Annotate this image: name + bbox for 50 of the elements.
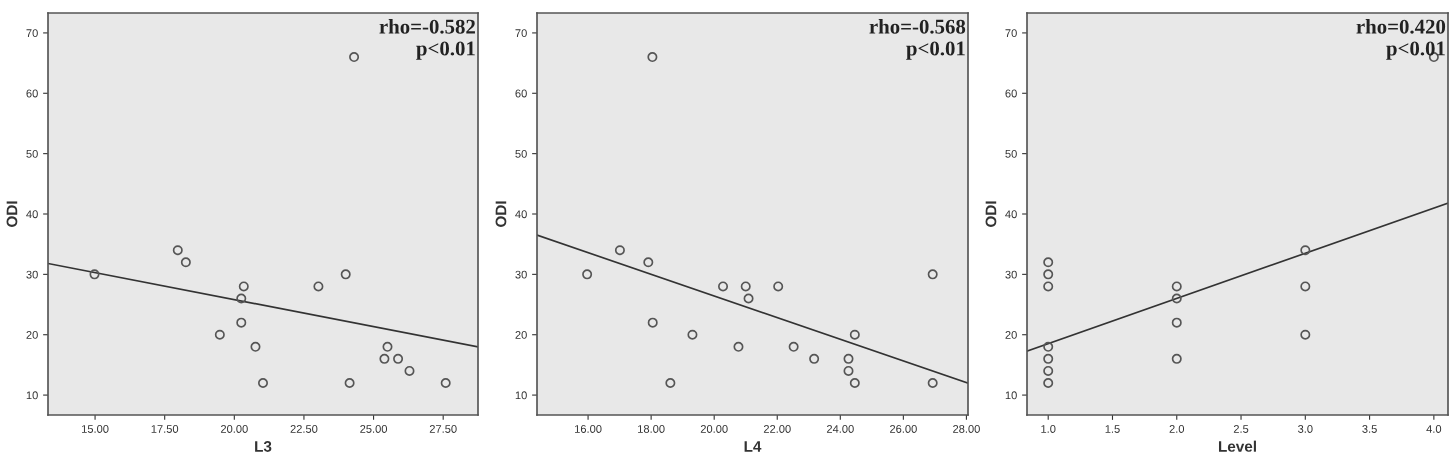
- x-tick-label: 16.00: [575, 425, 602, 433]
- y-axis-title: ODI: [6, 201, 18, 227]
- y-tick-label: 20: [515, 330, 527, 339]
- y-tick-label: 50: [26, 149, 38, 158]
- y-tick-label: 40: [515, 210, 527, 219]
- x-tick-label: 1.0: [1041, 425, 1056, 433]
- annotation: rho=0.420 p<0.01: [1356, 19, 1446, 60]
- x-axis-title: L3: [255, 441, 272, 452]
- y-tick-label: 60: [515, 89, 527, 98]
- y-tick-label: 30: [1005, 270, 1017, 279]
- x-tick-label: 26.00: [890, 425, 917, 433]
- y-tick-label: 30: [515, 270, 527, 279]
- x-tick-label: 27.50: [429, 425, 457, 433]
- annotation: rho=-0.568 p<0.01: [869, 19, 966, 60]
- y-tick-label: 60: [26, 89, 38, 98]
- x-tick-label: 1.5: [1105, 425, 1120, 433]
- annotation: rho=-0.582 p<0.01: [379, 19, 475, 60]
- x-axis-title: L4: [744, 441, 762, 452]
- x-tick-label: 25.00: [360, 425, 388, 433]
- y-tick-label: 40: [26, 210, 38, 219]
- y-tick-label: 70: [26, 29, 38, 38]
- x-tick-label: 2.0: [1169, 425, 1185, 433]
- y-tick-label: 70: [515, 29, 527, 38]
- y-tick-label: 20: [26, 330, 38, 339]
- y-tick-label: 10: [1005, 391, 1017, 400]
- y-tick-label: 50: [515, 149, 527, 158]
- x-tick-label: 15.00: [82, 425, 109, 433]
- y-tick-label: 50: [1005, 149, 1017, 158]
- x-tick-label: 2.5: [1233, 425, 1249, 433]
- x-tick-label: 3.0: [1298, 425, 1313, 433]
- x-axis-title: Level: [1218, 440, 1256, 452]
- x-tick-label: 17.50: [151, 425, 179, 433]
- y-axis-title: ODI: [985, 201, 997, 227]
- y-tick-label: 20: [1005, 330, 1017, 339]
- x-tick-label: 22.00: [763, 425, 791, 433]
- y-tick-label: 70: [1005, 29, 1017, 38]
- y-tick-label: 10: [26, 391, 38, 400]
- x-tick-label: 28.00: [953, 425, 980, 433]
- x-tick-label: 20.00: [700, 425, 728, 433]
- y-tick-label: 40: [1005, 210, 1017, 219]
- x-tick-label: 4.0: [1426, 425, 1442, 433]
- x-tick-label: 3.5: [1362, 425, 1377, 433]
- x-tick-label: 18.00: [638, 425, 665, 433]
- y-tick-label: 30: [26, 270, 38, 279]
- x-tick-label: 22.50: [290, 425, 318, 433]
- x-tick-label: 24.00: [826, 425, 854, 433]
- x-tick-label: 20.00: [220, 425, 248, 433]
- y-tick-label: 60: [1005, 89, 1017, 98]
- y-axis-title: ODI: [495, 201, 507, 227]
- y-tick-label: 10: [515, 391, 527, 400]
